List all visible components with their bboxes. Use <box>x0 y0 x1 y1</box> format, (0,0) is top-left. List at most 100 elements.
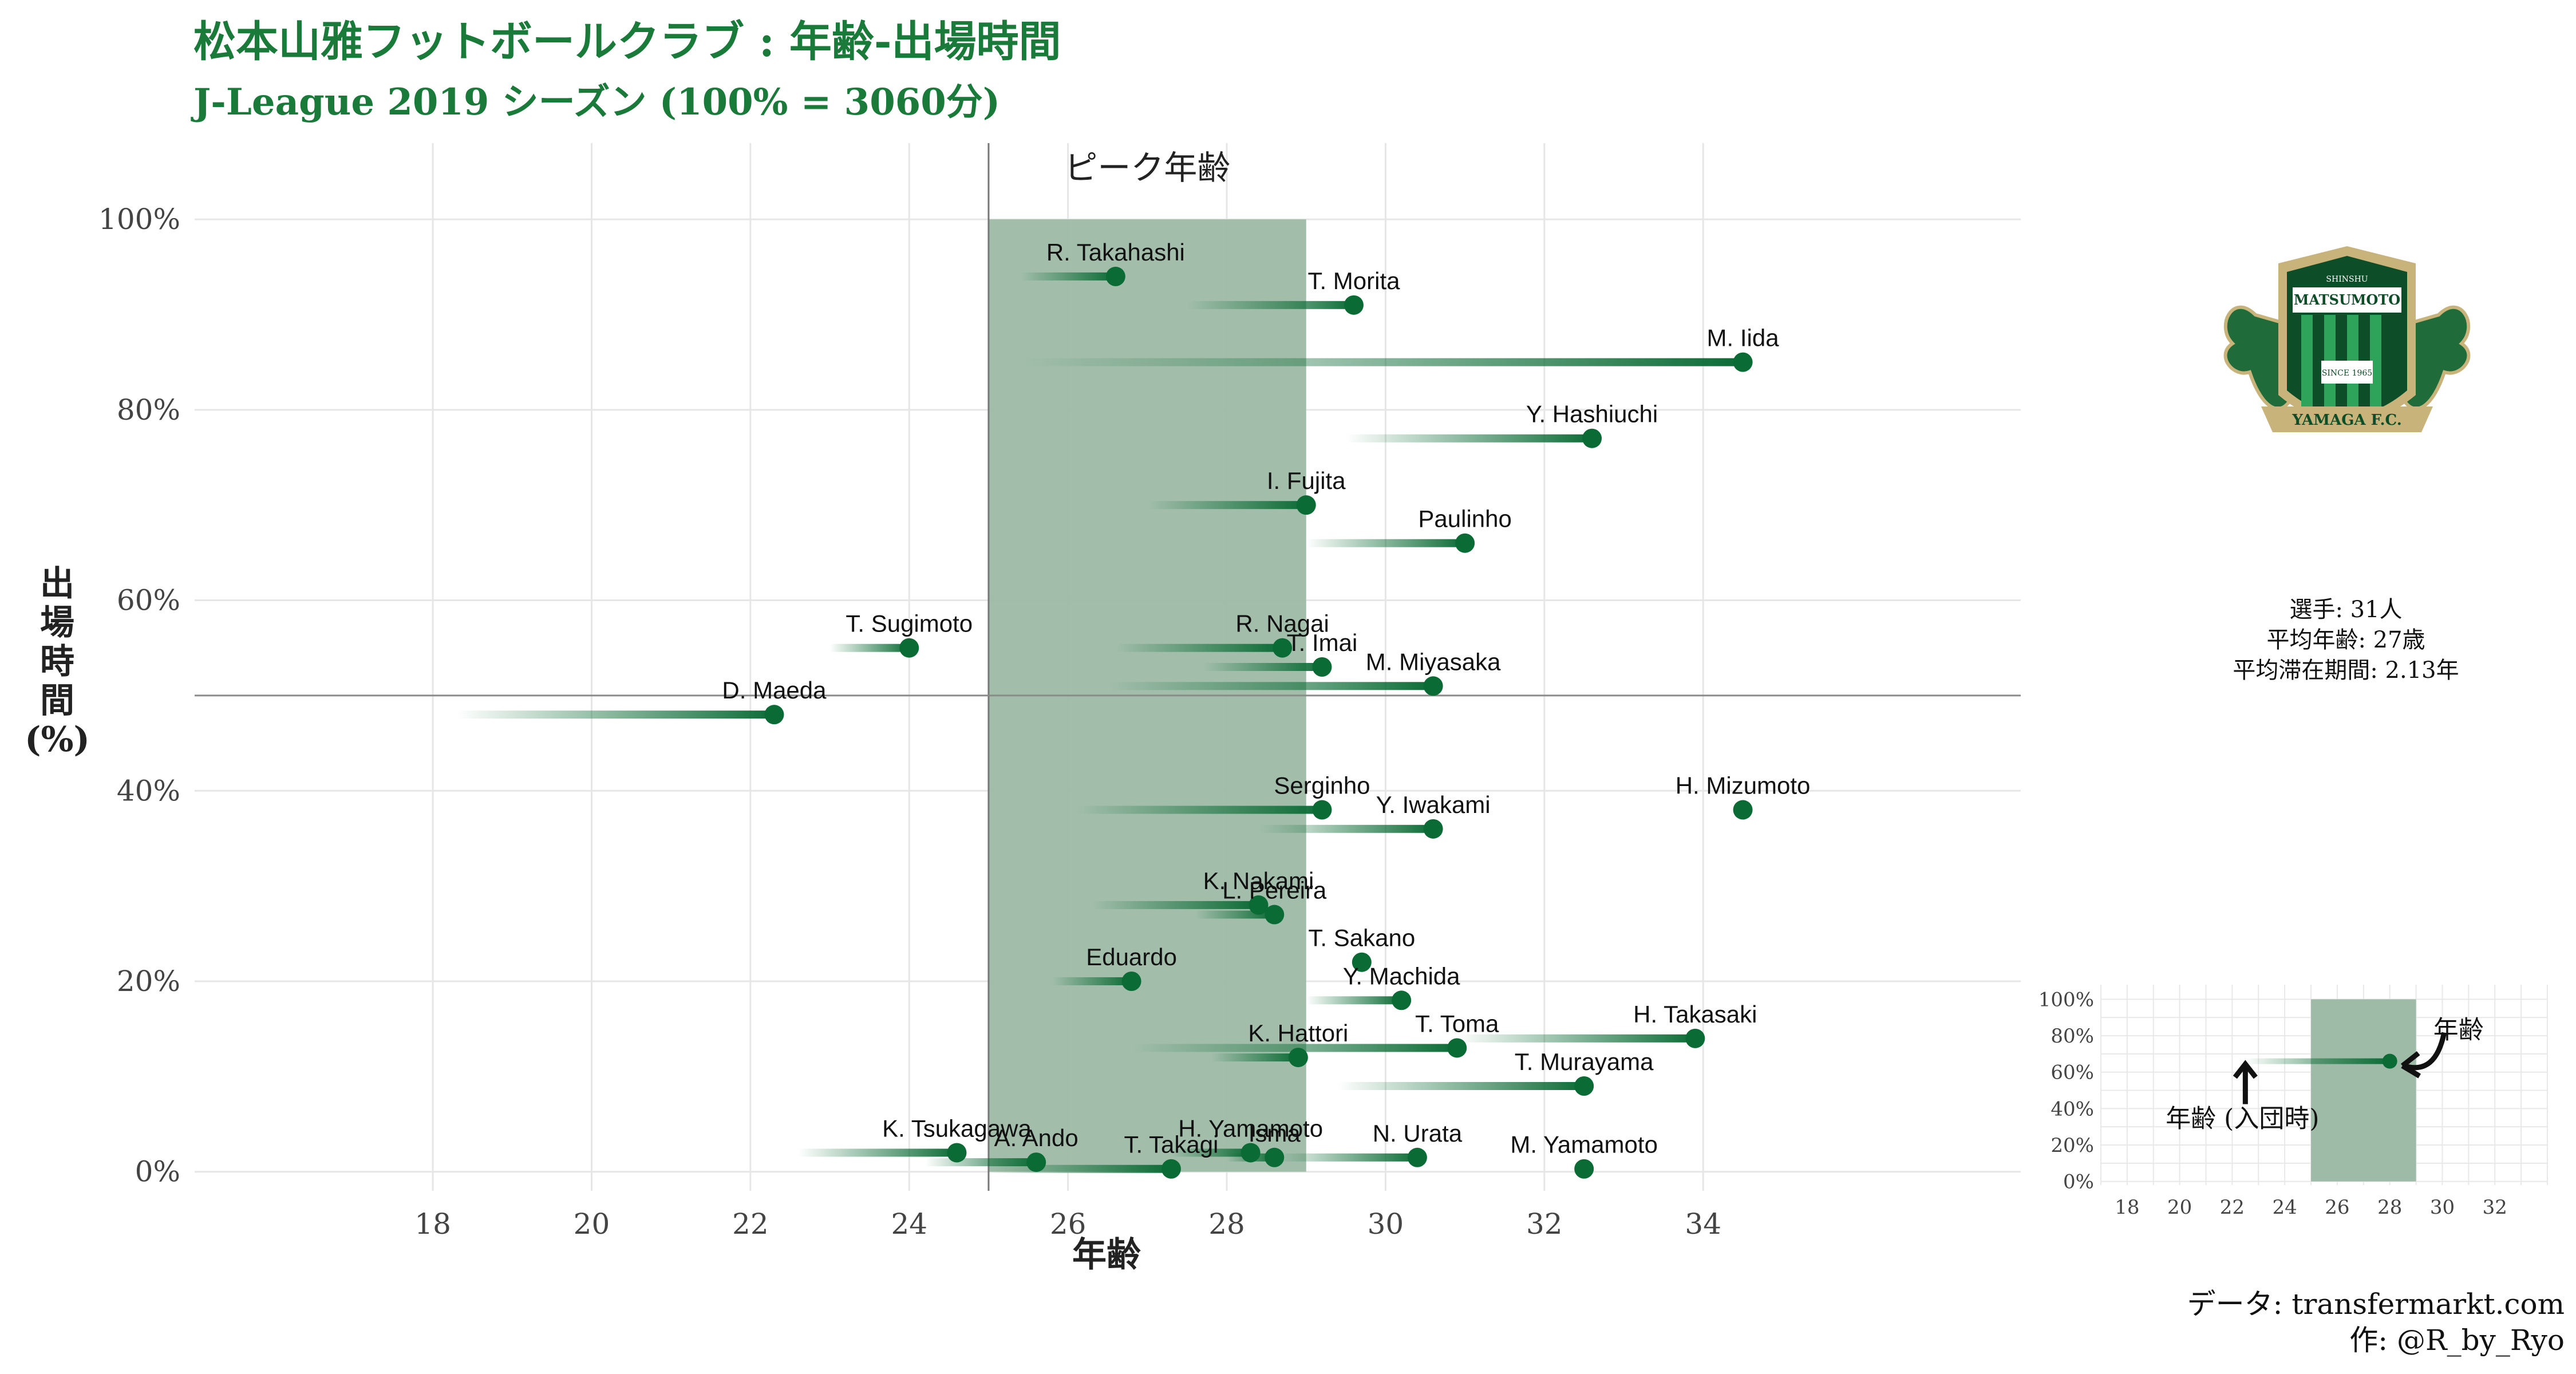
player-label: H. Mizumoto <box>1676 772 1811 799</box>
player-point <box>1265 1147 1285 1167</box>
tenure-segment <box>1131 1044 1457 1052</box>
x-tick-label: 18 <box>414 1207 451 1241</box>
x-tick-label: 34 <box>1685 1207 1721 1241</box>
chart-title: 松本山雅フットボールクラブ : 年齢-出場時間 <box>193 17 1061 66</box>
crest-banner-icon <box>2261 406 2433 432</box>
y-tick-label: 100% <box>98 203 180 236</box>
player-label: T. Takagi <box>1124 1131 1218 1158</box>
player-point <box>1733 800 1753 820</box>
inset-y-tick: 100% <box>2038 988 2094 1011</box>
y-axis-title-char: 場 <box>40 603 74 643</box>
crest-top-text: SHINSHU <box>2326 275 2368 284</box>
player-point <box>1273 638 1293 658</box>
y-axis-title-char: (%) <box>25 720 90 760</box>
inset-y-tick: 80% <box>2050 1025 2094 1048</box>
tenure-segment <box>1020 272 1116 281</box>
player-label: M. Iida <box>1707 325 1780 352</box>
tenure-segments <box>456 272 1743 1173</box>
player-label: T. Toma <box>1415 1010 1499 1037</box>
player-point <box>1582 428 1602 448</box>
tenure-segment <box>1338 1082 1585 1090</box>
player-point <box>1288 1048 1308 1068</box>
tenure-segment <box>456 710 775 719</box>
tenure-segment <box>1258 824 1433 833</box>
player-point <box>1574 1159 1594 1179</box>
inset-segment <box>2245 1058 2390 1064</box>
player-point <box>1249 895 1269 915</box>
tenure-segment <box>1092 901 1259 909</box>
y-axis-title-char: 出 <box>40 564 74 604</box>
inset-age-arrowhead <box>2400 1051 2421 1079</box>
player-point <box>1392 990 1412 1010</box>
player-label: Y. Iwakami <box>1376 791 1491 818</box>
y-tick-label: 60% <box>117 584 180 617</box>
player-label: K. Nakami <box>1203 867 1314 894</box>
y-tick-label: 80% <box>117 393 180 427</box>
player-label: M. Miyasaka <box>1366 648 1501 675</box>
player-point <box>1312 800 1332 820</box>
tenure-segment <box>1052 977 1132 985</box>
player-label: Serginho <box>1274 772 1370 799</box>
player-point <box>1265 905 1285 925</box>
player-label: N. Urata <box>1373 1120 1463 1147</box>
inset-joined-label: 年齢 (入団時) <box>2166 1104 2319 1134</box>
player-label: Y. Machida <box>1343 962 1460 989</box>
player-point <box>1026 1152 1046 1172</box>
player-label: Eduardo <box>1086 943 1177 970</box>
shield-stripe <box>2370 315 2381 412</box>
player-point <box>1685 1028 1705 1048</box>
player-point <box>1407 1147 1427 1167</box>
player-point <box>1296 495 1316 515</box>
tenure-segment <box>1115 643 1283 652</box>
tenure-segment <box>1457 1034 1696 1043</box>
shield-stripe <box>2301 315 2313 412</box>
inset-x-tick: 24 <box>2273 1196 2297 1219</box>
club-crest: SHINSHU MATSUMOTO SINCE 1965 YAMAGA F.C. <box>2223 246 2471 432</box>
tenure-segment <box>1187 301 1354 309</box>
tenure-segment <box>1147 501 1306 510</box>
player-point <box>764 705 784 725</box>
inset-x-tick: 26 <box>2325 1196 2349 1219</box>
player-point <box>1455 533 1475 553</box>
x-tick-label: 28 <box>1208 1207 1245 1241</box>
player-label: T. Morita <box>1307 267 1400 294</box>
player-label: I. Fujita <box>1267 467 1346 494</box>
inset-peak-rect <box>2311 999 2416 1182</box>
player-point <box>947 1143 967 1163</box>
player-point <box>1352 952 1372 972</box>
caption-author: 作: @R_by_Ryo <box>2349 1324 2565 1357</box>
tenure-segment <box>1203 663 1322 671</box>
player-label: K. Tsukagawa <box>882 1115 1032 1142</box>
main-plot-axes: 18 20 22 24 26 28 30 32 34 0% 20% 40% 60% 80% 100% <box>98 203 1721 1241</box>
crest-name-band <box>2293 287 2401 313</box>
player-label: T. Sakano <box>1308 925 1415 951</box>
y-axis-title-char: 時 <box>40 642 74 682</box>
x-tick-label: 32 <box>1526 1207 1563 1241</box>
peak-age-label: ピーク年齢 <box>1064 148 1230 187</box>
player-label: H. Yamamoto <box>1178 1115 1323 1142</box>
player-point <box>1574 1076 1594 1096</box>
player-point <box>1423 676 1443 696</box>
inset-x-tick: 22 <box>2220 1196 2245 1219</box>
tenure-segment <box>1274 1153 1417 1162</box>
player-label: A. Ando <box>994 1124 1078 1151</box>
y-tick-label: 40% <box>117 774 180 807</box>
tenure-segment <box>829 643 910 652</box>
x-axis-title: 年齢 <box>1072 1235 1141 1275</box>
player-point <box>1423 819 1443 839</box>
player-point <box>1733 352 1753 372</box>
inset-x-tick: 30 <box>2430 1196 2455 1219</box>
player-point <box>899 638 919 658</box>
player-point <box>1312 657 1332 677</box>
stats-players: 選手: 31人 <box>2289 597 2402 623</box>
player-label: M. Yamamoto <box>1510 1131 1658 1158</box>
tenure-segment <box>1211 1053 1298 1062</box>
stats-avg-age: 平均年齢: 27歳 <box>2266 627 2425 653</box>
inset-point <box>2382 1053 2397 1069</box>
player-point <box>1344 295 1364 315</box>
player-label: R. Nagai <box>1235 610 1329 637</box>
tenure-segment <box>988 1164 1171 1173</box>
crest-since-box <box>2321 361 2373 384</box>
player-point <box>1121 972 1141 991</box>
